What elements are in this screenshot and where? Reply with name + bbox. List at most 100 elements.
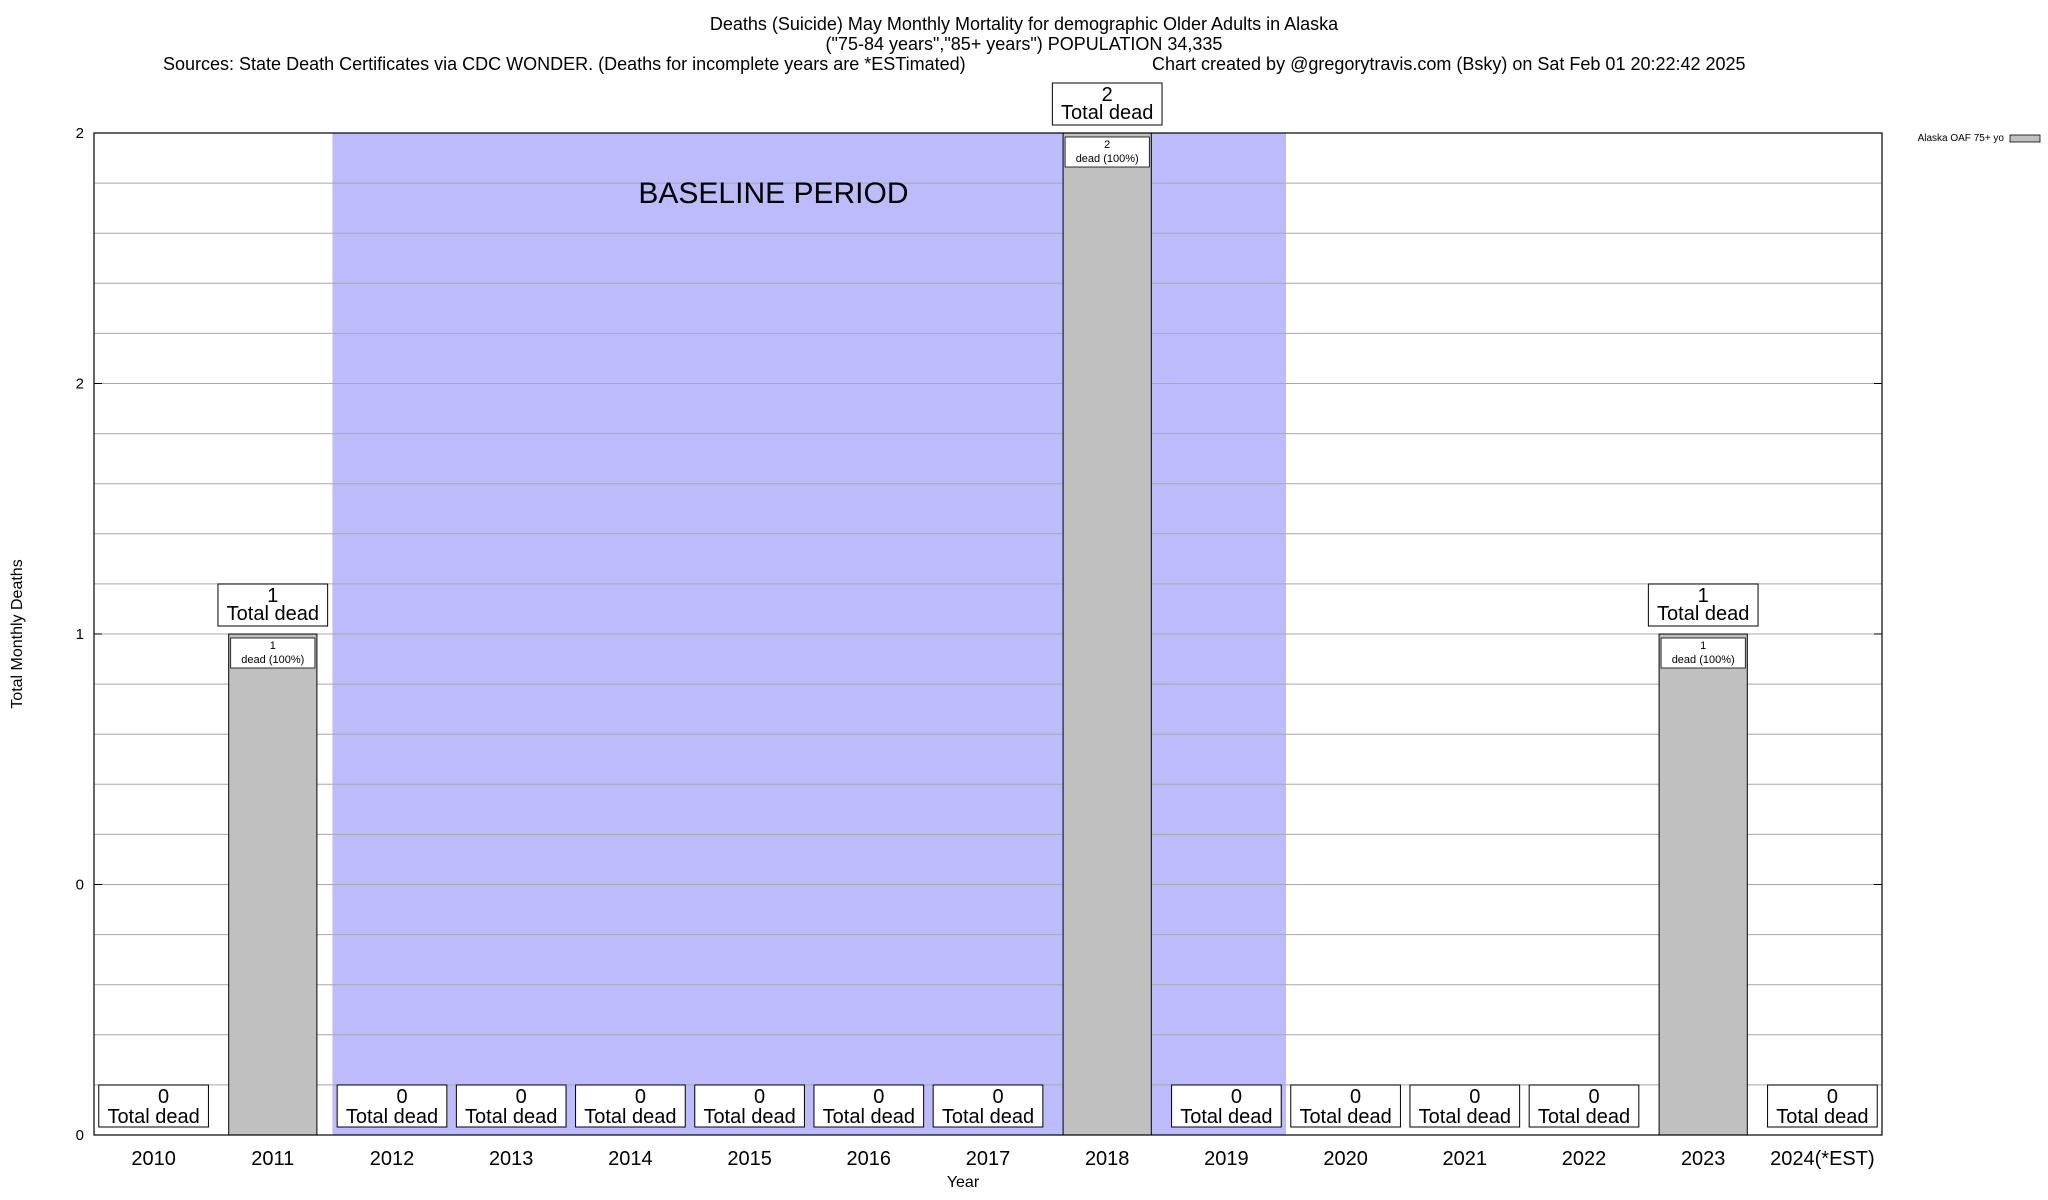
total-label-box bbox=[694, 1084, 805, 1128]
total-label-box bbox=[1647, 583, 1759, 627]
total-label-value: 0 bbox=[396, 1086, 407, 1108]
x-tick-label: 2022 bbox=[1562, 1148, 1607, 1170]
segment-label: 1 dead (100%) bbox=[230, 637, 316, 669]
total-label-text: Total dead bbox=[1538, 1106, 1630, 1128]
segment-label-box bbox=[1064, 136, 1150, 168]
total-label-box bbox=[1528, 1084, 1640, 1128]
bar bbox=[1658, 633, 1748, 1136]
total-label-value: 0 bbox=[873, 1086, 884, 1108]
x-tick-label: 2011 bbox=[251, 1148, 294, 1170]
legend-swatch bbox=[2009, 134, 2041, 143]
y-tick-label: 0 bbox=[76, 1127, 84, 1144]
legend-label: Alaska OAF 75+ yo bbox=[1918, 133, 2005, 144]
total-label-value: 1 bbox=[1698, 585, 1709, 607]
total-label-text: Total dead bbox=[823, 1106, 915, 1128]
x-tick-label: 2023 bbox=[1681, 1148, 1726, 1170]
total-label-text: Total dead bbox=[942, 1106, 1034, 1128]
chart-sources: Sources: State Death Certificates via CD… bbox=[163, 54, 966, 74]
total-label-box bbox=[217, 583, 329, 627]
total-label-text: Total dead bbox=[1419, 1106, 1511, 1128]
total-label-text: Total dead bbox=[1657, 603, 1749, 625]
total-label-value: 0 bbox=[158, 1086, 169, 1108]
total-label-value: 0 bbox=[516, 1086, 527, 1108]
total-label-value: 0 bbox=[1350, 1086, 1361, 1108]
total-label-value: 2 bbox=[1102, 84, 1113, 106]
x-tick-label: 2024(*EST) bbox=[1770, 1148, 1875, 1170]
y-tick-label: 2 bbox=[76, 125, 84, 142]
baseline-period-label: BASELINE PERIOD bbox=[638, 177, 908, 210]
legend: Alaska OAF 75+ yo bbox=[1918, 133, 2041, 144]
total-label-box bbox=[1409, 1084, 1521, 1128]
total-label-value: 0 bbox=[1469, 1086, 1480, 1108]
total-label-text: Total dead bbox=[227, 603, 319, 625]
total-label-box bbox=[575, 1084, 686, 1128]
x-tick-label: 2013 bbox=[489, 1148, 534, 1170]
total-label-value: 0 bbox=[1231, 1086, 1242, 1108]
total-label-box bbox=[455, 1084, 567, 1128]
bars bbox=[228, 132, 1748, 1136]
total-label-text: Total dead bbox=[584, 1106, 676, 1128]
x-tick-label: 2018 bbox=[1085, 1148, 1130, 1170]
total-label-text: Total dead bbox=[107, 1106, 199, 1128]
total-label-box bbox=[1051, 82, 1163, 126]
total-label-box bbox=[336, 1084, 448, 1128]
chart-subtitle: ("75-84 years","85+ years") POPULATION 3… bbox=[825, 34, 1223, 54]
total-label-box bbox=[98, 1084, 209, 1128]
x-tick-label: 2012 bbox=[370, 1148, 415, 1170]
total-label-value: 0 bbox=[1827, 1086, 1838, 1108]
segment-label: 2 dead (100%) bbox=[1064, 136, 1150, 168]
segment-label-value: 1 bbox=[270, 640, 276, 652]
segment-label-box bbox=[1660, 637, 1746, 669]
segment-label-text: dead (100%) bbox=[241, 654, 304, 666]
x-tick-label: 2019 bbox=[1204, 1148, 1249, 1170]
total-label-box bbox=[1171, 1084, 1282, 1128]
y-tick-label: 2 bbox=[76, 376, 84, 393]
total-label-box bbox=[1290, 1084, 1401, 1128]
total-label-text: Total dead bbox=[703, 1106, 795, 1128]
bar bbox=[1062, 132, 1152, 1136]
total-label-text: Total dead bbox=[1776, 1106, 1868, 1128]
total-label-box bbox=[932, 1084, 1044, 1128]
x-tick-label: 2010 bbox=[131, 1148, 176, 1170]
total-label-box bbox=[1767, 1084, 1878, 1128]
total-label-box bbox=[813, 1084, 925, 1128]
segment-label-text: dead (100%) bbox=[1672, 654, 1735, 666]
segment-label-text: dead (100%) bbox=[1076, 153, 1139, 165]
segment-label: 1 dead (100%) bbox=[1660, 637, 1746, 669]
total-label-text: Total dead bbox=[1299, 1106, 1391, 1128]
x-tick-label: 2020 bbox=[1323, 1148, 1368, 1170]
plot-frame bbox=[93, 132, 1883, 1136]
total-label-value: 0 bbox=[1588, 1086, 1599, 1108]
x-tick-label: 2021 bbox=[1443, 1148, 1488, 1170]
segment-label-box bbox=[230, 637, 316, 669]
y-tick-label: 0 bbox=[76, 877, 84, 894]
segment-label-value: 2 bbox=[1104, 139, 1110, 151]
y-tick-label: 1 bbox=[76, 626, 84, 643]
segment-label-value: 1 bbox=[1700, 640, 1706, 652]
total-label-value: 0 bbox=[754, 1086, 765, 1108]
x-tick-label: 2017 bbox=[966, 1148, 1011, 1170]
total-label-value: 0 bbox=[992, 1086, 1003, 1108]
bar bbox=[228, 633, 318, 1136]
total-label-text: Total dead bbox=[465, 1106, 557, 1128]
x-tick-label: 2014 bbox=[608, 1148, 653, 1170]
chart-credit: Chart created by @gregorytravis.com (Bsk… bbox=[1152, 54, 1746, 74]
x-tick-label: 2016 bbox=[847, 1148, 892, 1170]
total-label-text: Total dead bbox=[346, 1106, 438, 1128]
total-label-value: 1 bbox=[267, 585, 278, 607]
